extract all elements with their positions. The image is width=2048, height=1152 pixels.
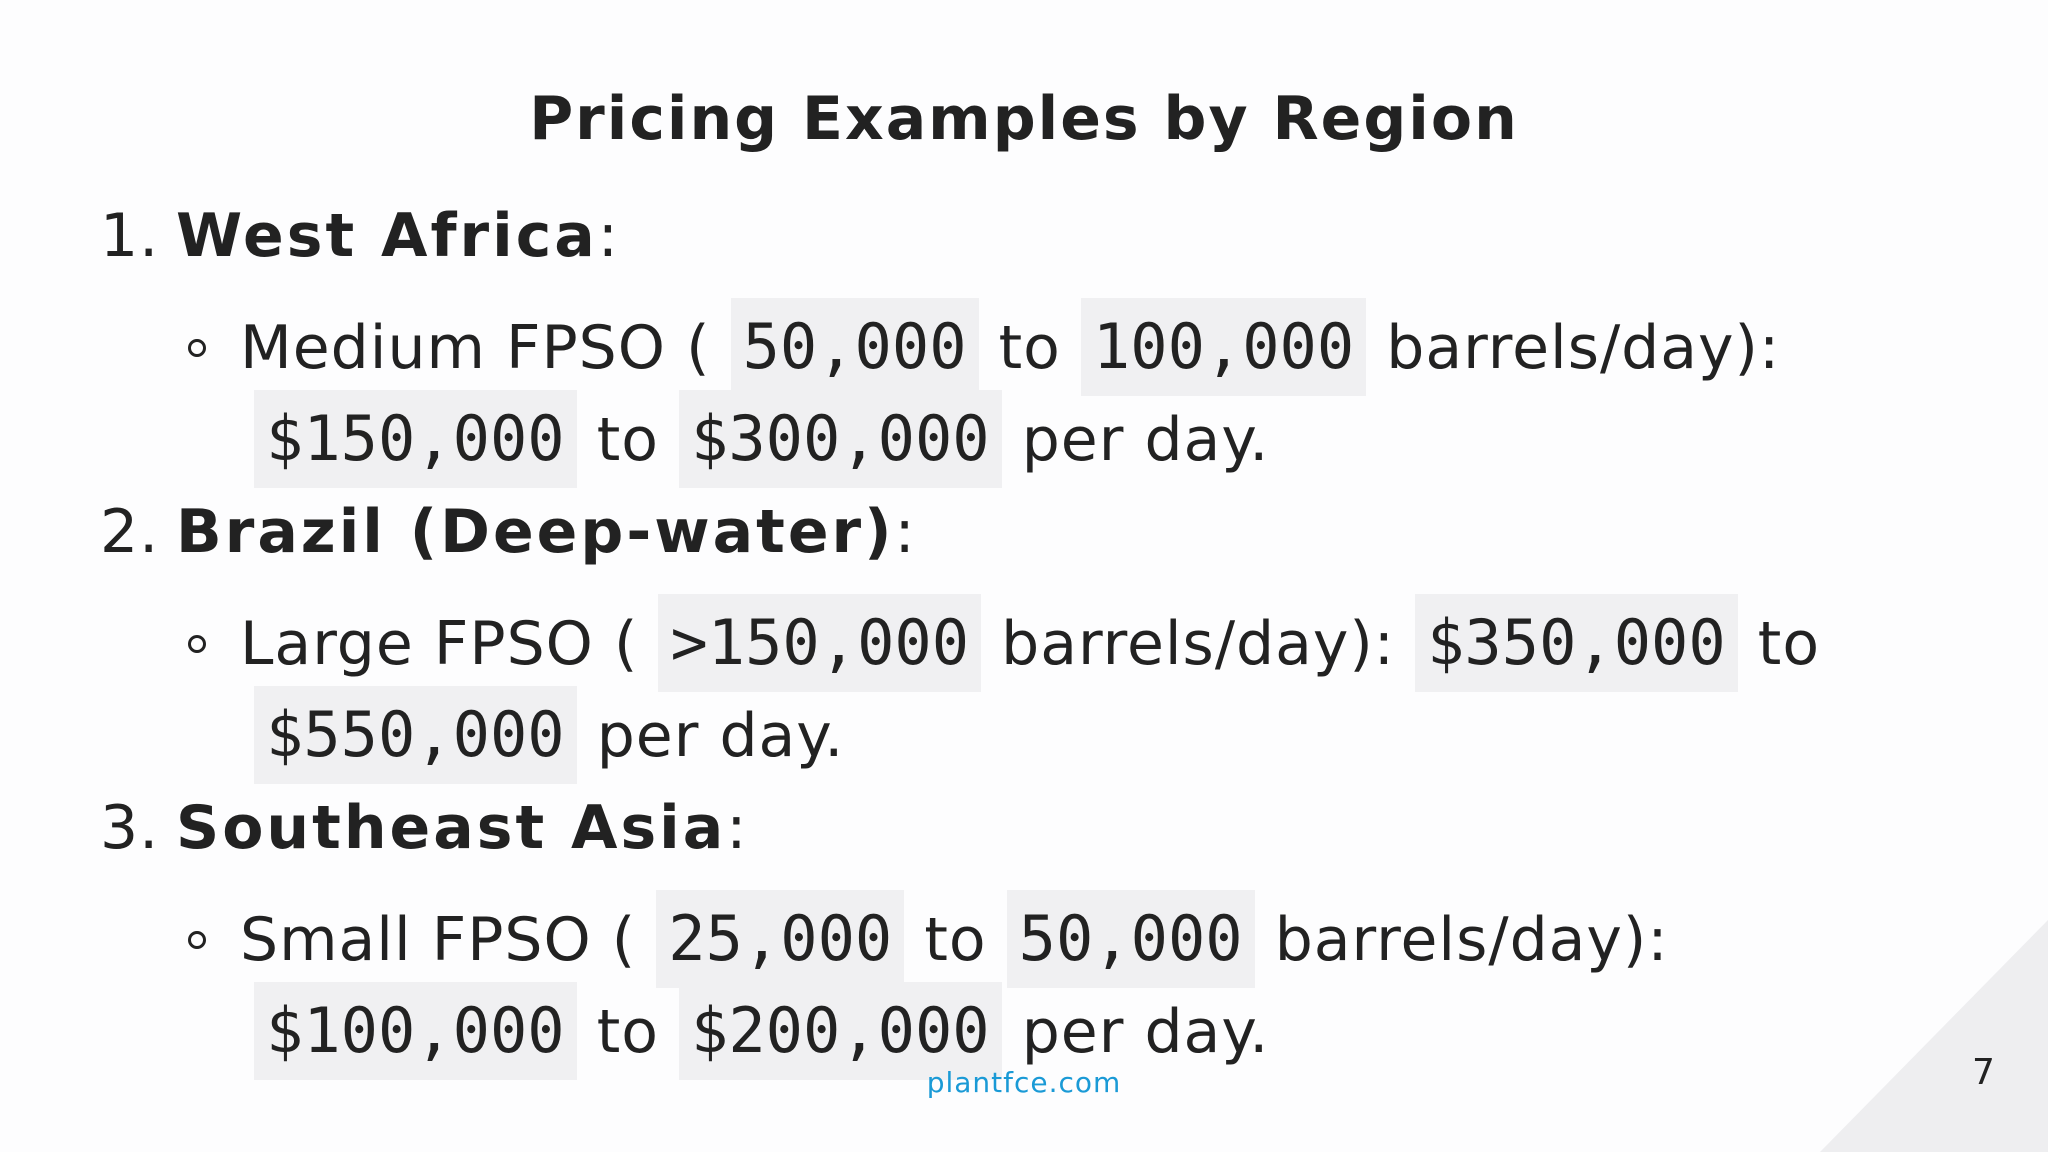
unit-label: barrels/day): xyxy=(1386,313,1781,383)
connector: to xyxy=(1757,609,1821,679)
per-day-label: per day. xyxy=(1021,405,1270,475)
region-name: Brazil (Deep-water) xyxy=(176,497,895,567)
bullet-icon xyxy=(188,931,206,949)
footer-link[interactable]: plantfce.com xyxy=(926,1066,1122,1099)
capacity-max: 50,000 xyxy=(1006,890,1255,988)
capacity-max: 100,000 xyxy=(1080,298,1367,396)
fpso-label: Medium FPSO ( xyxy=(240,313,711,383)
capacity-min: >150,000 xyxy=(658,594,982,692)
list-number: 2. xyxy=(100,497,160,567)
region-suffix: : xyxy=(894,497,916,567)
capacity-min: 50,000 xyxy=(730,298,979,396)
price-min: $150,000 xyxy=(254,390,577,488)
per-day-label: per day. xyxy=(596,701,845,771)
price-min: $100,000 xyxy=(254,982,577,1080)
price-max: $200,000 xyxy=(679,982,1002,1080)
price-max: $550,000 xyxy=(254,686,577,784)
region-name: West Africa xyxy=(176,201,598,271)
fpso-label: Small FPSO ( xyxy=(240,905,637,975)
list-number: 1. xyxy=(100,201,160,271)
unit-label: barrels/day): xyxy=(1274,905,1669,975)
region-suffix: : xyxy=(726,793,748,863)
connector: to xyxy=(924,905,987,975)
region-name: Southeast Asia xyxy=(176,793,727,863)
fpso-label: Large FPSO ( xyxy=(240,609,639,679)
bullet-icon xyxy=(188,635,206,653)
connector: to xyxy=(998,313,1061,383)
price-max: $300,000 xyxy=(679,390,1002,488)
connector: to xyxy=(596,997,659,1067)
unit-label: barrels/day): xyxy=(1001,609,1396,679)
list-number: 3. xyxy=(100,793,160,863)
price-min: $350,000 xyxy=(1415,594,1738,692)
page-number: 7 xyxy=(1972,1052,1995,1093)
capacity-min: 25,000 xyxy=(656,890,905,988)
region-suffix: : xyxy=(597,201,619,271)
per-day-label: per day. xyxy=(1021,997,1270,1067)
bullet-icon xyxy=(188,339,206,357)
connector: to xyxy=(596,405,659,475)
slide-title: Pricing Examples by Region xyxy=(529,84,1519,154)
